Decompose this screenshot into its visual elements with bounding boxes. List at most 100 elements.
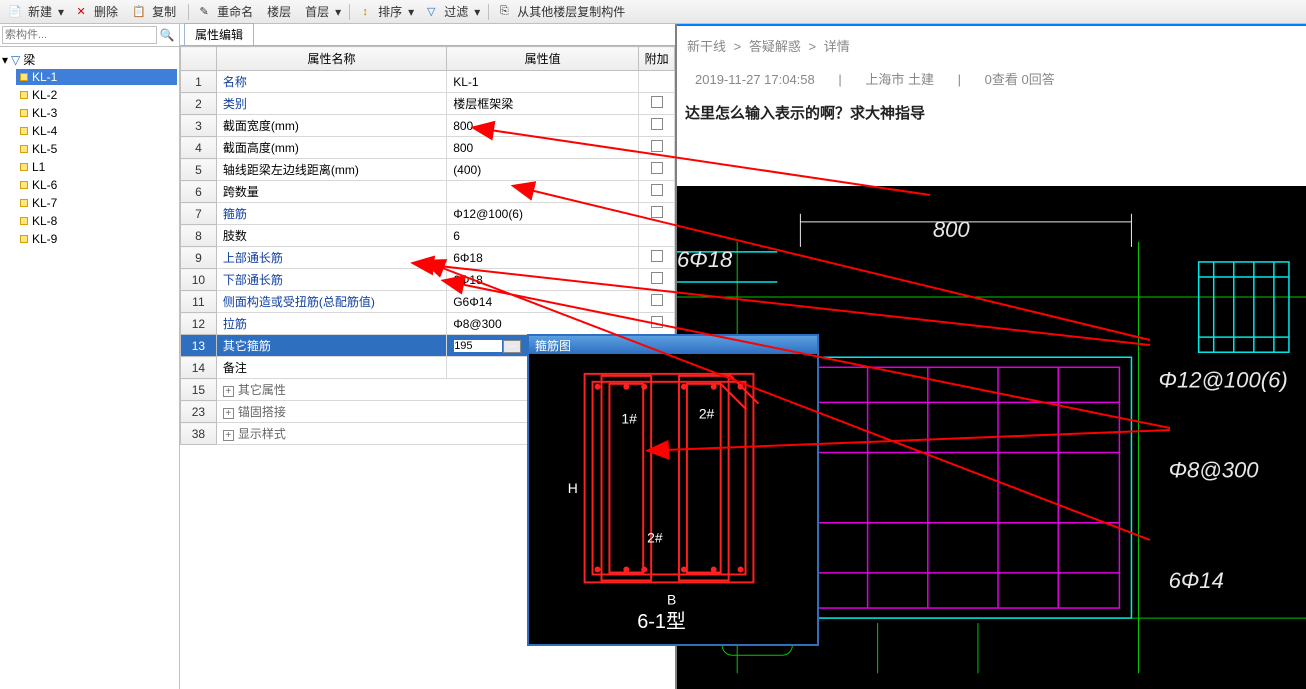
add-cell: [639, 137, 675, 159]
property-name: 箍筋: [216, 203, 446, 225]
tree-item[interactable]: KL-7: [16, 195, 177, 211]
property-value[interactable]: G6Φ14: [447, 291, 639, 313]
filter-button[interactable]: ▽过滤 ▾: [420, 3, 484, 20]
add-checkbox[interactable]: [651, 96, 663, 108]
row-number: 38: [181, 423, 217, 445]
copy-button[interactable]: 📋复制: [128, 3, 184, 20]
cad-label-tie: Φ8@300: [1169, 458, 1260, 483]
add-checkbox[interactable]: [651, 272, 663, 284]
tree-item[interactable]: KL-3: [16, 105, 177, 121]
more-button[interactable]: ···: [503, 340, 521, 353]
row-number: 8: [181, 225, 217, 247]
row-number: 5: [181, 159, 217, 181]
tree-root[interactable]: ▾ ▽ 梁: [2, 51, 177, 68]
search-input[interactable]: [2, 26, 157, 44]
add-checkbox[interactable]: [651, 206, 663, 218]
tree-item[interactable]: KL-9: [16, 231, 177, 247]
sort-button[interactable]: ↕排序 ▾: [354, 3, 418, 20]
property-value[interactable]: 800: [447, 115, 639, 137]
meta-row: 2019-11-27 17:04:58 | 上海市 土建 | 0查看 0回答: [677, 65, 1306, 98]
property-value[interactable]: Φ8@300: [447, 313, 639, 335]
add-cell: [639, 115, 675, 137]
filter-icon: ▽: [424, 5, 438, 19]
add-checkbox[interactable]: [651, 294, 663, 306]
rename-button[interactable]: ✎重命名: [193, 3, 261, 20]
add-checkbox[interactable]: [651, 118, 663, 130]
expand-icon[interactable]: +: [223, 430, 234, 441]
tree-item[interactable]: L1: [16, 159, 177, 175]
tree-item-label: KL-5: [32, 142, 57, 156]
col-add: 附加: [639, 47, 675, 71]
delete-button[interactable]: ✕删除: [70, 3, 126, 20]
tree-item[interactable]: KL-6: [16, 177, 177, 193]
popup-body: 1# 2# 2# H B 6-1型: [529, 354, 817, 644]
tab-property-edit[interactable]: 属性编辑: [184, 23, 254, 45]
property-name: 类别: [216, 93, 446, 115]
row-number: 12: [181, 313, 217, 335]
component-icon: [20, 235, 28, 243]
add-checkbox[interactable]: [651, 250, 663, 262]
component-tree[interactable]: ▾ ▽ 梁 KL-1 KL-2 KL-3 KL-4 KL-5 L1 KL-6 KL-7 KL-8…: [0, 47, 179, 689]
floor-select[interactable]: 首层 ▾: [297, 3, 345, 20]
expand-icon[interactable]: +: [223, 408, 234, 419]
expand-icon[interactable]: +: [223, 386, 234, 397]
tree-item-label: KL-6: [32, 178, 57, 192]
property-value[interactable]: Φ12@100(6): [447, 203, 639, 225]
crumb-b[interactable]: 答疑解惑: [749, 39, 801, 54]
new-button[interactable]: 📄新建 ▾: [4, 3, 68, 20]
copy-icon: 📋: [132, 5, 146, 19]
property-name: 下部通长筋: [216, 269, 446, 291]
copy-from-button[interactable]: ⎘从其他楼层复制构件: [493, 3, 633, 20]
property-value-input[interactable]: [453, 339, 503, 353]
funnel-icon[interactable]: ▽: [11, 53, 20, 67]
cad-label-stirrup: Φ12@100(6): [1159, 367, 1288, 392]
property-name: 跨数量: [216, 181, 446, 203]
add-cell: [639, 313, 675, 335]
tree-item[interactable]: KL-8: [16, 213, 177, 229]
expand-icon[interactable]: ▾: [2, 53, 8, 67]
tree-item[interactable]: KL-1: [16, 69, 177, 85]
tab-bar: 属性编辑: [180, 24, 675, 46]
popup-caption: 6-1型: [637, 611, 686, 633]
floor-label: 楼层: [263, 3, 295, 20]
tree-item-label: L1: [32, 160, 45, 174]
property-value[interactable]: KL-1: [447, 71, 639, 93]
row-number: 4: [181, 137, 217, 159]
add-checkbox[interactable]: [651, 184, 663, 196]
tree-item-label: KL-8: [32, 214, 57, 228]
property-name: 截面高度(mm): [216, 137, 446, 159]
add-checkbox[interactable]: [651, 140, 663, 152]
add-cell: [639, 269, 675, 291]
tree-item[interactable]: KL-5: [16, 141, 177, 157]
property-value[interactable]: 6: [447, 225, 639, 247]
property-name: 其它箍筋: [216, 335, 446, 357]
crumb-a[interactable]: 新干线: [687, 39, 726, 54]
tree-item-label: KL-4: [32, 124, 57, 138]
property-name: 截面宽度(mm): [216, 115, 446, 137]
new-icon: 📄: [8, 5, 22, 19]
tree-item-label: KL-7: [32, 196, 57, 210]
meta-loc: 上海市 土建: [865, 72, 934, 87]
property-value[interactable]: 6Φ18: [447, 269, 639, 291]
property-value[interactable]: 楼层框架梁: [447, 93, 639, 115]
tree-item[interactable]: KL-4: [16, 123, 177, 139]
search-row: 🔍: [0, 24, 179, 47]
property-value[interactable]: (400): [447, 159, 639, 181]
stirrup-diagram-popup[interactable]: 箍筋图 1#: [527, 334, 819, 646]
cad-label-side: 6Φ14: [1169, 568, 1224, 593]
property-value[interactable]: 6Φ18: [447, 247, 639, 269]
tree-item[interactable]: KL-2: [16, 87, 177, 103]
property-value[interactable]: 800: [447, 137, 639, 159]
row-number: 7: [181, 203, 217, 225]
add-checkbox[interactable]: [651, 316, 663, 328]
row-number: 2: [181, 93, 217, 115]
meta-time: 2019-11-27 17:04:58: [695, 72, 815, 87]
add-cell: [639, 181, 675, 203]
property-value[interactable]: [447, 181, 639, 203]
add-cell: [639, 247, 675, 269]
add-cell: [639, 159, 675, 181]
tree-item-label: KL-1: [32, 70, 57, 84]
search-icon[interactable]: 🔍: [157, 28, 177, 42]
add-checkbox[interactable]: [651, 162, 663, 174]
property-name: 轴线距梁左边线距离(mm): [216, 159, 446, 181]
